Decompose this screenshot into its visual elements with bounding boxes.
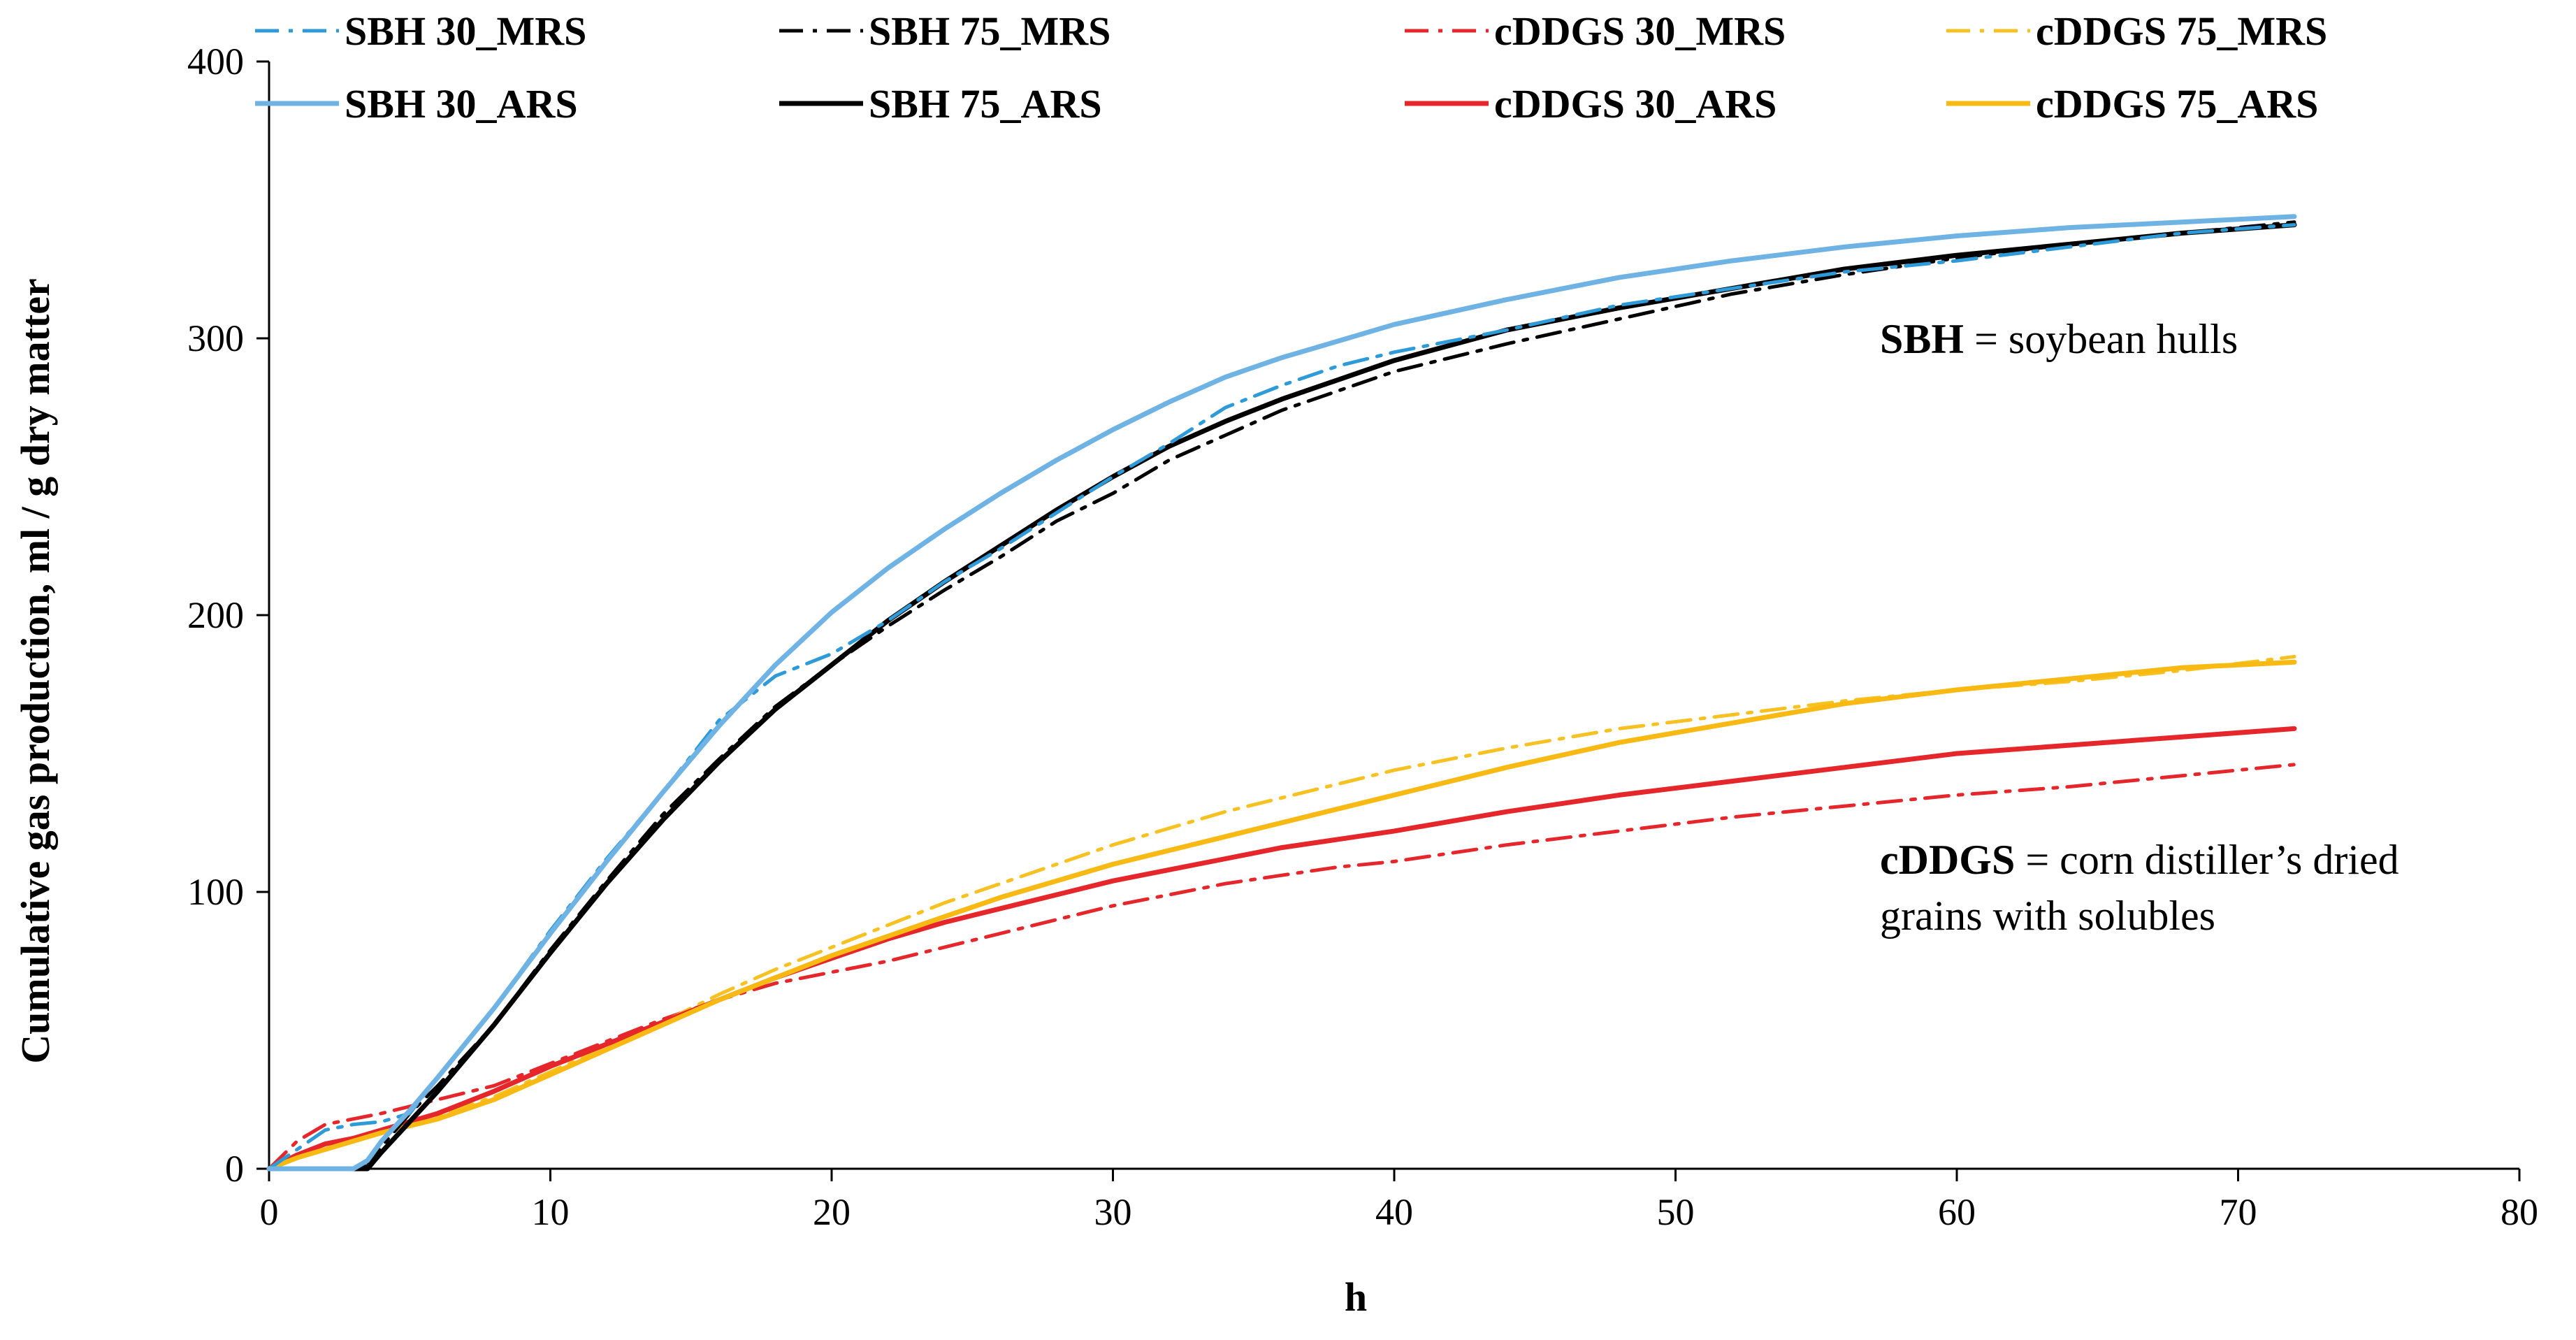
series-line-sbh-30-mrs bbox=[267, 223, 2296, 1171]
x-tick-label: 80 bbox=[2501, 1191, 2538, 1233]
series-line-cddgs-75-mrs bbox=[267, 654, 2296, 1171]
x-tick-label: 60 bbox=[1938, 1191, 1976, 1233]
y-tick-label: 300 bbox=[187, 317, 244, 359]
axes: 0 10 20 30 40 50 60 70 80 0 100 200 300 400 bbox=[187, 41, 2538, 1233]
legend-label-cddgs-30-mrs: cDDGS 30_MRS bbox=[1494, 8, 1786, 54]
x-tick-label: 20 bbox=[813, 1191, 851, 1233]
legend-label-sbh-30-ars: SBH 30_ARS bbox=[345, 81, 578, 127]
series-line-cddgs-30-ars bbox=[266, 726, 2297, 1172]
legend-label-sbh-75-ars: SBH 75_ARS bbox=[869, 81, 1102, 127]
legend-label-cddgs-75-ars: cDDGS 75_ARS bbox=[2036, 81, 2318, 127]
y-tick-label: 400 bbox=[187, 41, 244, 82]
annotation-cddgs-line2: grains with solubles bbox=[1880, 893, 2215, 939]
y-tick-label: 200 bbox=[187, 594, 244, 636]
annotation-sbh-text: = soybean hulls bbox=[1964, 316, 2238, 362]
legend-label-sbh-30-mrs: SBH 30_MRS bbox=[345, 8, 586, 54]
x-tick-label: 40 bbox=[1375, 1191, 1413, 1233]
series-line-cddgs-75-ars bbox=[266, 659, 2297, 1172]
x-axis-title: h bbox=[1345, 1274, 1367, 1320]
x-tick-label: 30 bbox=[1094, 1191, 1132, 1233]
annotation-cddgs: cDDGS = corn distiller’s dried bbox=[1880, 837, 2399, 883]
annotation-sbh-bold: SBH bbox=[1880, 316, 1964, 362]
series-line-cddgs-30-mrs bbox=[267, 763, 2296, 1171]
annotation-sbh: SBH = soybean hulls bbox=[1880, 316, 2238, 362]
legend: SBH 30_MRS SBH 75_MRS cDDGS 30_MRS cDDGS 75… bbox=[255, 8, 2327, 127]
y-tick-label: 0 bbox=[225, 1148, 244, 1190]
y-tick-label: 100 bbox=[187, 871, 244, 913]
legend-label-cddgs-75-mrs: cDDGS 75_MRS bbox=[2036, 8, 2327, 54]
series-line-sbh-75-ars bbox=[266, 222, 2297, 1172]
y-axis-title: Cumulative gas production, ml / g dry ma… bbox=[13, 278, 58, 1063]
legend-label-sbh-75-mrs: SBH 75_MRS bbox=[869, 8, 1110, 54]
legend-label-cddgs-30-ars: cDDGS 30_ARS bbox=[1494, 81, 1777, 127]
x-tick-label: 10 bbox=[532, 1191, 570, 1233]
series-line-sbh-30-ars bbox=[266, 214, 2297, 1172]
annotation-cddgs-text: = corn distiller’s dried bbox=[2015, 837, 2398, 883]
x-tick-label: 50 bbox=[1657, 1191, 1695, 1233]
annotation-cddgs-bold: cDDGS bbox=[1880, 837, 2015, 883]
series-line-sbh-75-mrs bbox=[267, 220, 2296, 1171]
x-tick-label: 0 bbox=[260, 1191, 279, 1233]
series-lines bbox=[266, 214, 2297, 1172]
x-tick-label: 70 bbox=[2220, 1191, 2257, 1233]
